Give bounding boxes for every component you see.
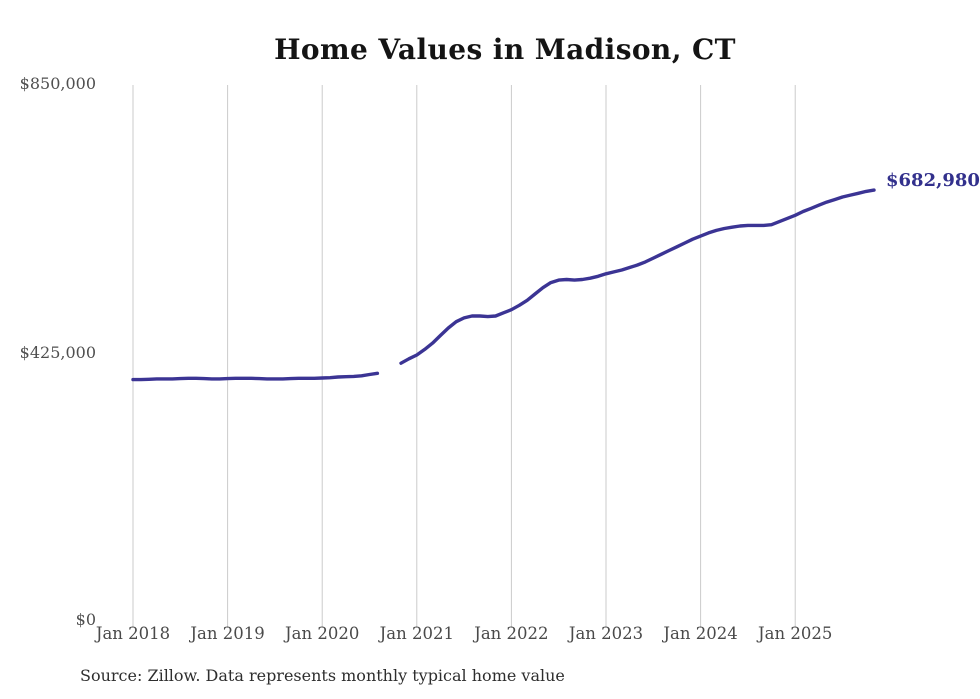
y-axis-tick-0: $0 [75, 610, 96, 629]
x-axis-label: Jan 2022 [474, 624, 549, 643]
latest-value-label: $682,980 [886, 170, 980, 191]
vertical-gridlines [132, 85, 796, 628]
x-axis-label: Jan 2020 [285, 624, 360, 643]
chart-title: Home Values in Madison, CT [274, 33, 736, 66]
source-note: Source: Zillow. Data represents monthly … [80, 666, 565, 685]
x-axis-label: Jan 2018 [95, 624, 171, 643]
y-axis-tick-850000: $850,000 [19, 74, 96, 93]
home-value-line [131, 188, 876, 382]
x-axis-label: Jan 2023 [568, 624, 644, 643]
x-axis-label: Jan 2024 [663, 624, 738, 643]
x-axis-label: Jan 2019 [190, 624, 265, 643]
x-axis-label: Jan 2021 [379, 624, 454, 643]
y-axis-tick-425000: $425,000 [19, 343, 96, 362]
x-axis-label: Jan 2025 [758, 624, 833, 643]
